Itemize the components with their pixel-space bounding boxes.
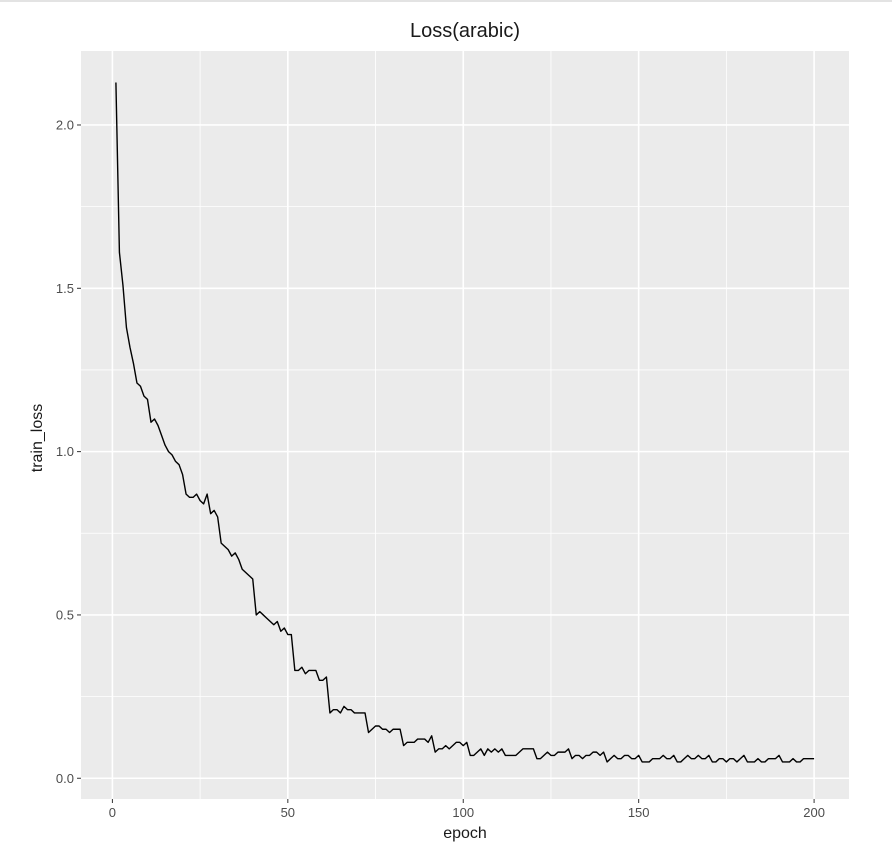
plot-panel [81,51,849,799]
y-axis-ticks [77,124,81,779]
x-tick-label: 100 [452,805,474,820]
train-loss-line [115,82,815,763]
y-axis-title: train_loss [29,404,46,472]
top-border [0,0,892,2]
minor-gridlines [81,51,849,799]
y-tick-label: 1.5 [56,281,74,296]
major-gridlines [81,51,849,799]
x-axis-ticks [111,799,815,803]
x-tick-label: 200 [803,805,825,820]
y-tick-label: 0.0 [56,771,74,786]
y-tick-label: 1.0 [56,444,74,459]
x-tick-label: 50 [281,805,295,820]
x-axis-title: epoch [443,825,487,842]
x-tick-label: 0 [109,805,116,820]
x-axis-tick-labels: 0 50 100 150 200 [109,805,825,820]
y-tick-label: 0.5 [56,607,74,622]
y-tick-label: 2.0 [56,117,74,132]
x-tick-label: 150 [628,805,650,820]
y-axis-tick-labels: 0.0 0.5 1.0 1.5 2.0 [56,117,74,785]
chart-title: Loss(arabic) [410,20,520,42]
